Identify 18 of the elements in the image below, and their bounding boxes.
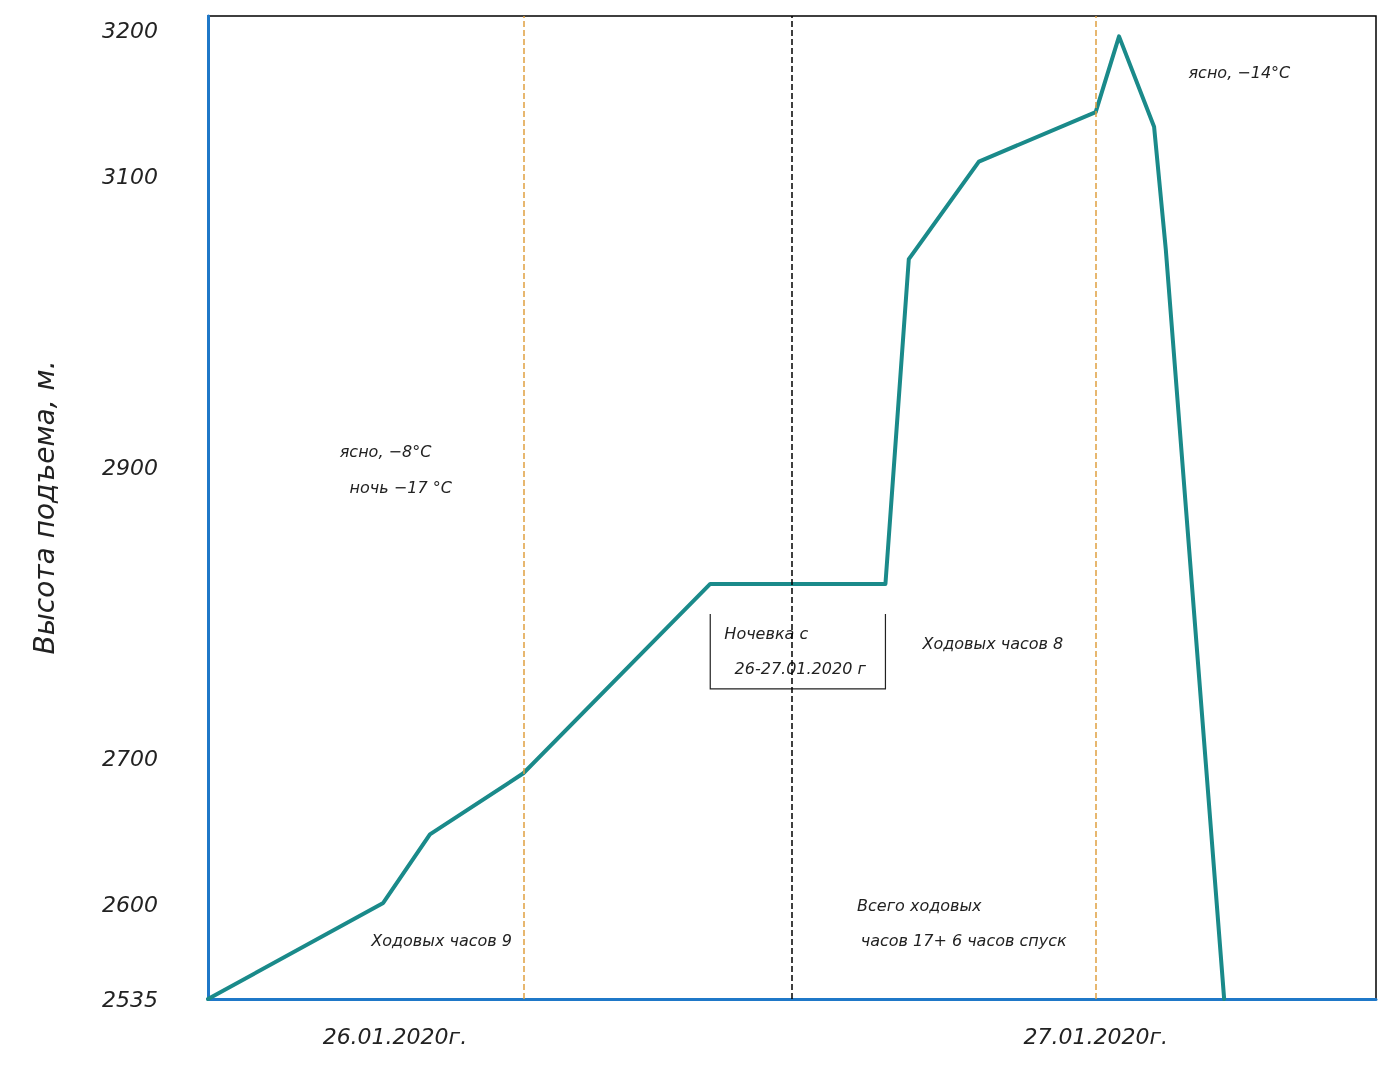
y-tick-label: 2900 bbox=[102, 454, 158, 480]
y-axis-title: Высота подъема, м. bbox=[27, 360, 61, 655]
annotation: ночь −17 °C bbox=[349, 478, 453, 498]
x-tick-label: 26.01.2020г. bbox=[322, 1023, 468, 1049]
annotation: Ходовых часов 8 bbox=[921, 634, 1064, 654]
annotation: Всего ходовых bbox=[857, 896, 983, 916]
annotation: Ходовых часов 9 bbox=[370, 930, 512, 950]
y-tick-label: 2600 bbox=[102, 891, 158, 917]
annotation: Ночевка с bbox=[724, 624, 809, 644]
annotation: ясно, −14°C bbox=[1188, 62, 1292, 82]
y-tick-label: 2700 bbox=[102, 746, 158, 772]
y-tick-label: 3200 bbox=[102, 18, 158, 44]
annotation: часов 17+ 6 часов спуск bbox=[860, 930, 1068, 950]
x-tick-label: 27.01.2020г. bbox=[1023, 1023, 1168, 1049]
annotation: 26-27.01.2020 г bbox=[734, 659, 867, 679]
y-tick-label: 3100 bbox=[102, 163, 158, 189]
annotation: ясно, −8°C bbox=[339, 441, 433, 461]
y-tick-label: 2535 bbox=[102, 986, 158, 1012]
